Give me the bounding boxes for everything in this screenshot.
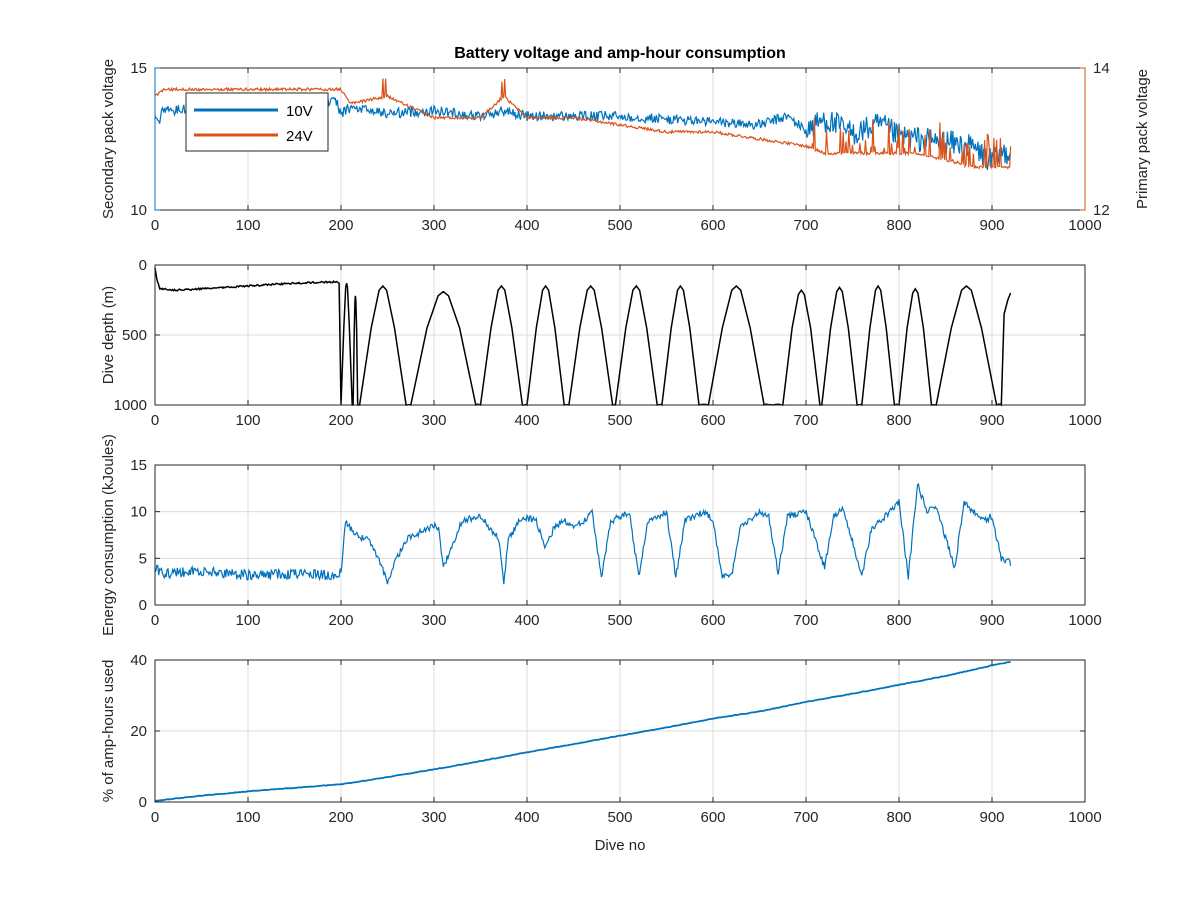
x-tick-label: 100 <box>235 612 260 629</box>
y-tick-label: 500 <box>122 327 147 344</box>
x-tick-label: 0 <box>151 217 159 234</box>
y-tick-label: 15 <box>130 60 147 77</box>
y-tick-label: 0 <box>139 257 147 274</box>
y-tick-label: 1000 <box>114 397 147 414</box>
y-axis-label: % of amp-hours used <box>100 660 117 803</box>
x-tick-label: 500 <box>607 809 632 826</box>
x-tick-label: 1000 <box>1068 412 1101 429</box>
panel-1: 0 100 200 300 400 500 600 700 800 900 1000 10 15 Seco… <box>100 59 1151 234</box>
legend-24v-label: 24V <box>286 128 313 145</box>
x-tick-label: 200 <box>328 612 353 629</box>
x-tick-label: 900 <box>979 412 1004 429</box>
x-tick-label: 200 <box>328 412 353 429</box>
figure-title: Battery voltage and amp-hour consumption <box>454 45 786 62</box>
y-right-tick-label: 12 <box>1093 202 1110 219</box>
y-right-axis-label: Primary pack voltage <box>1134 69 1151 209</box>
x-tick-label: 400 <box>514 612 539 629</box>
x-tick-label: 100 <box>235 809 260 826</box>
panel-4: 0 100 200 300 400 500 600 700 800 900 1000 0 20 40 % o… <box>100 652 1102 854</box>
x-tick-label: 600 <box>700 612 725 629</box>
x-tick-label: 900 <box>979 217 1004 234</box>
x-tick-label: 800 <box>886 809 911 826</box>
y-axis-label: Dive depth (m) <box>100 286 117 384</box>
x-tick-label: 600 <box>700 217 725 234</box>
x-tick-label: 500 <box>607 612 632 629</box>
x-tick-label: 300 <box>421 809 446 826</box>
x-tick-label: 200 <box>328 217 353 234</box>
y-tick-label: 10 <box>130 504 147 521</box>
y-tick-label: 15 <box>130 457 147 474</box>
x-tick-label: 1000 <box>1068 217 1101 234</box>
x-tick-label: 300 <box>421 217 446 234</box>
x-tick-label: 0 <box>151 612 159 629</box>
series-dive-depth-line <box>154 267 1012 407</box>
x-tick-label: 100 <box>235 217 260 234</box>
y-right-tick-label: 14 <box>1093 60 1110 77</box>
y-tick-label: 10 <box>130 202 147 219</box>
series-amp-hours-line <box>154 661 1011 802</box>
legend-10v-label: 10V <box>286 103 313 120</box>
panel-3: 0 100 200 300 400 500 600 700 800 900 1000 0 5 10 15 En… <box>100 434 1102 636</box>
x-tick-label: 300 <box>421 612 446 629</box>
y-tick-label: 20 <box>130 723 147 740</box>
x-tick-label: 800 <box>886 412 911 429</box>
x-tick-label: 600 <box>700 412 725 429</box>
x-tick-label: 800 <box>886 612 911 629</box>
x-tick-label: 800 <box>886 217 911 234</box>
x-tick-label: 900 <box>979 809 1004 826</box>
x-tick-label: 700 <box>793 217 818 234</box>
x-tick-label: 700 <box>793 412 818 429</box>
y-tick-label: 5 <box>139 550 147 567</box>
x-axis-label: Dive no <box>595 837 646 854</box>
x-tick-label: 700 <box>793 809 818 826</box>
series-energy-line <box>154 483 1012 585</box>
x-tick-label: 500 <box>607 412 632 429</box>
y-axis-label: Secondary pack voltage <box>100 59 117 219</box>
x-tick-label: 400 <box>514 809 539 826</box>
y-tick-label: 40 <box>130 652 147 669</box>
series-24v-line <box>154 78 1012 170</box>
x-tick-label: 100 <box>235 412 260 429</box>
x-tick-label: 300 <box>421 412 446 429</box>
x-tick-label: 500 <box>607 217 632 234</box>
x-tick-label: 1000 <box>1068 809 1101 826</box>
x-tick-label: 400 <box>514 412 539 429</box>
legend-box <box>185 92 329 152</box>
x-tick-label: 200 <box>328 809 353 826</box>
y-tick-label: 0 <box>139 597 147 614</box>
x-tick-label: 600 <box>700 809 725 826</box>
panel-2: 0 100 200 300 400 500 600 700 800 900 100005001000… <box>100 257 1102 429</box>
x-tick-label: 1000 <box>1068 612 1101 629</box>
x-tick-label: 400 <box>514 217 539 234</box>
x-tick-label: 900 <box>979 612 1004 629</box>
y-tick-label: 0 <box>139 794 147 811</box>
x-tick-label: 700 <box>793 612 818 629</box>
x-tick-label: 0 <box>151 412 159 429</box>
x-tick-label: 0 <box>151 809 159 826</box>
y-axis-label: Energy consumption (kJoules) <box>100 434 117 636</box>
